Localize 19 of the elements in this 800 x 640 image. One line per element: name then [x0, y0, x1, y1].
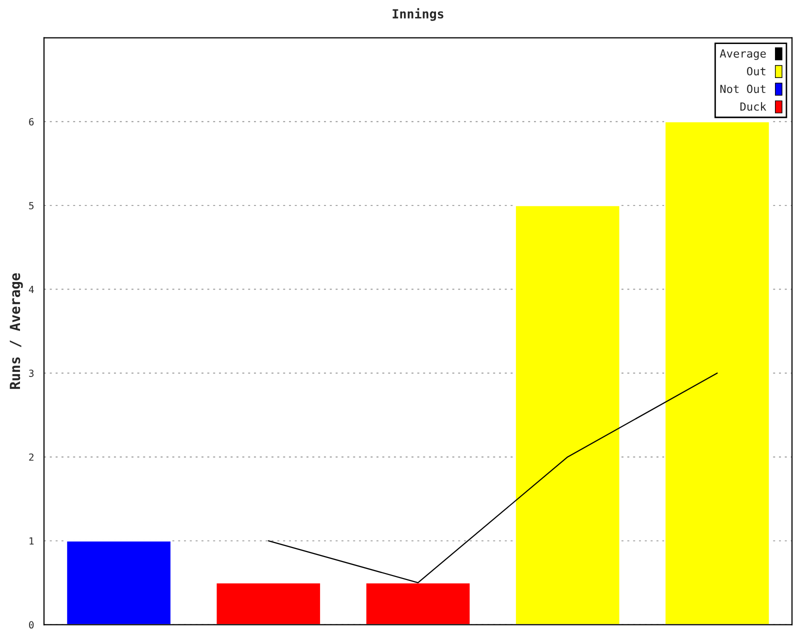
legend-label: Out: [747, 67, 766, 76]
y-tick-label: 5: [29, 202, 34, 210]
bar: [364, 582, 472, 625]
chart-title: Innings: [392, 8, 444, 21]
legend-label: Not Out: [720, 84, 766, 94]
bar: [66, 540, 172, 625]
bar: [514, 204, 621, 625]
bar: [664, 120, 770, 625]
legend-label: Duck: [740, 102, 766, 111]
y-tick-label: 1: [30, 537, 34, 545]
legend-label: Average: [720, 49, 766, 60]
y-tick-label: 6: [29, 118, 34, 126]
y-tick-label: 3: [29, 370, 34, 377]
y-axis-title: Runs / Average: [10, 273, 23, 389]
bar: [215, 582, 322, 625]
y-tick-label: 0: [29, 621, 34, 628]
y-tick-label: 4: [28, 286, 34, 293]
line-series: [268, 372, 718, 584]
y-tick-label: 2: [29, 453, 34, 461]
